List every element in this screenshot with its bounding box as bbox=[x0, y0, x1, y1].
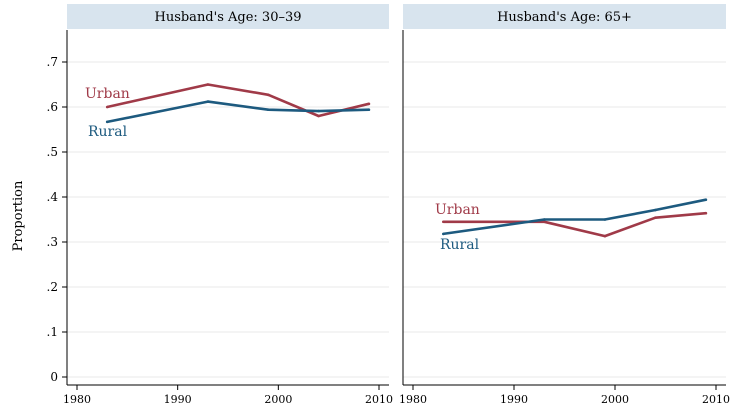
data-point-urban bbox=[704, 211, 708, 215]
y-tick-label: .5 bbox=[47, 145, 58, 159]
data-point-urban bbox=[654, 216, 657, 219]
series-line-urban bbox=[443, 211, 707, 238]
series-line-rural bbox=[106, 100, 369, 124]
y-tick-label: .7 bbox=[47, 55, 58, 69]
data-point-urban bbox=[603, 234, 607, 238]
x-tick-label: 1980 bbox=[63, 393, 91, 406]
y-axis-label: Proportion bbox=[11, 180, 26, 251]
y-tick-label: .1 bbox=[47, 325, 58, 339]
x-tick-label: 2000 bbox=[601, 393, 629, 406]
x-tick-label: 1990 bbox=[164, 393, 192, 406]
data-point-rural bbox=[603, 218, 607, 221]
y-tick-label: 0 bbox=[50, 370, 58, 384]
data-point-rural bbox=[367, 108, 371, 111]
data-point-urban bbox=[317, 114, 320, 118]
x-tick-label: 2010 bbox=[365, 393, 393, 406]
series-label-rural: Rural bbox=[88, 124, 128, 140]
data-point-rural bbox=[317, 109, 320, 113]
y-tick-label: .2 bbox=[47, 280, 58, 294]
series-label-rural: Rural bbox=[440, 237, 480, 253]
data-point-rural bbox=[206, 100, 210, 103]
data-point-urban bbox=[543, 220, 546, 224]
x-tick-label: 2000 bbox=[264, 393, 292, 406]
data-point-rural bbox=[105, 120, 109, 124]
y-tick-label: .3 bbox=[47, 235, 58, 249]
data-point-urban bbox=[442, 220, 445, 224]
panel-header bbox=[67, 4, 389, 29]
data-point-rural bbox=[654, 208, 657, 212]
data-point-rural bbox=[266, 108, 270, 111]
y-tick-label: .4 bbox=[47, 190, 59, 204]
data-point-rural bbox=[704, 198, 708, 201]
y-tick-label: .6 bbox=[47, 100, 58, 114]
panel-title: Husband's Age: 65+ bbox=[497, 10, 632, 25]
x-tick-label: 1980 bbox=[399, 393, 427, 406]
data-point-urban bbox=[105, 105, 109, 109]
chart-panel-1: Husband's Age: 30–39 0 .1 .2 .3 .4 .5 .6 .7 1980 1… bbox=[47, 4, 393, 406]
series-label-urban: Urban bbox=[435, 202, 480, 218]
panel-title: Husband's Age: 30–39 bbox=[154, 10, 301, 25]
data-point-urban bbox=[367, 102, 371, 106]
x-tick-label: 1990 bbox=[500, 393, 528, 406]
chart-panel-2: Husband's Age: 65+ 1980 1990 2000 2010 Urban R… bbox=[399, 4, 730, 406]
data-point-urban bbox=[266, 93, 270, 97]
data-point-urban bbox=[206, 83, 210, 86]
data-point-rural bbox=[442, 232, 445, 236]
x-tick-label: 2010 bbox=[702, 393, 730, 406]
panel-header bbox=[403, 4, 726, 29]
data-point-rural bbox=[543, 218, 546, 221]
series-label-urban: Urban bbox=[85, 86, 130, 102]
